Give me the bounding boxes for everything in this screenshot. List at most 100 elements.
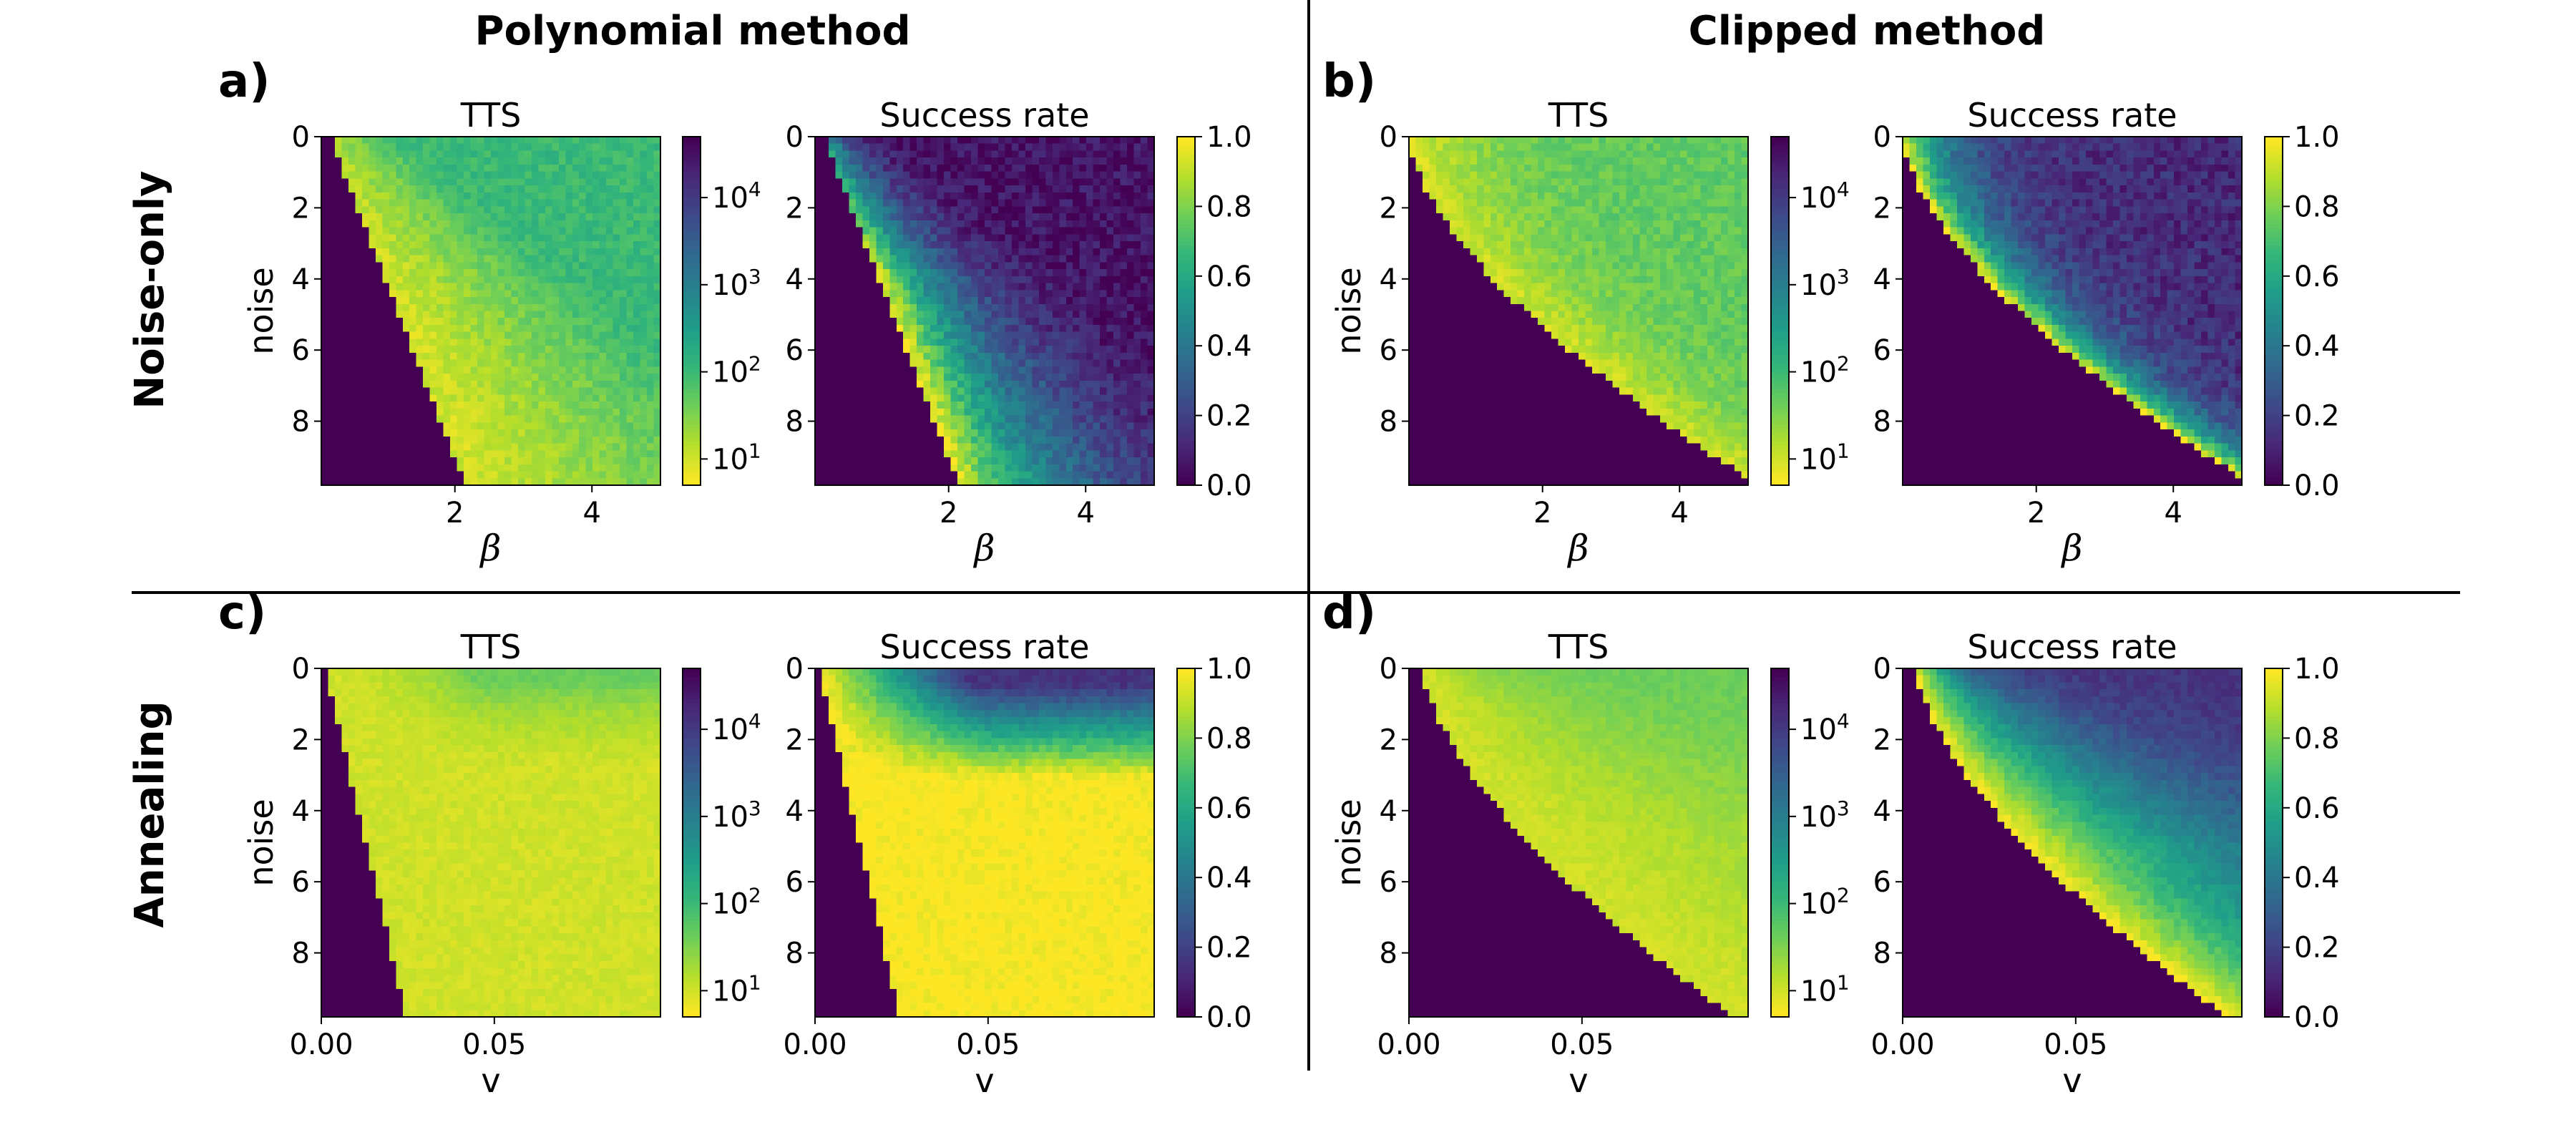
heatmap-cell	[484, 436, 492, 444]
heatmap-cell	[964, 178, 972, 186]
heatmap-cell	[950, 241, 958, 249]
heatmap-cell	[450, 324, 458, 333]
heatmap-cell	[1032, 283, 1040, 291]
heatmap-cell	[1038, 324, 1046, 333]
heatmap-cell	[882, 401, 890, 409]
heatmap-cell	[517, 464, 525, 472]
heatmap-cell	[977, 297, 985, 305]
heatmap-cell	[572, 450, 580, 458]
heatmap-cell	[606, 303, 614, 312]
heatmap-cell	[491, 157, 499, 165]
heatmap-cell	[1059, 387, 1067, 395]
heatmap-cell	[869, 150, 877, 158]
heatmap-cell	[613, 297, 620, 305]
heatmap-cell	[620, 366, 628, 374]
heatmap-cell	[464, 374, 472, 381]
heatmap-cell	[517, 408, 525, 416]
heatmap-cell	[389, 164, 396, 172]
heatmap-cell	[484, 401, 492, 409]
heatmap-cell	[964, 366, 972, 374]
heatmap-cell	[1038, 331, 1046, 340]
heatmap-cell	[592, 450, 600, 458]
heatmap-cell	[470, 255, 478, 263]
heatmap-cell	[423, 318, 431, 326]
heatmap-cell	[640, 241, 648, 249]
heatmap-cell	[348, 318, 356, 326]
heatmap-cell	[1120, 380, 1128, 389]
heatmap-cell	[1025, 192, 1033, 200]
heatmap-cell	[1120, 199, 1128, 207]
heatmap-cell	[416, 478, 424, 486]
heatmap-cell	[985, 346, 992, 354]
heatmap-cell	[436, 150, 444, 158]
heatmap-cell	[903, 359, 911, 368]
heatmap-cell	[328, 346, 336, 354]
heatmap-cell	[504, 199, 512, 207]
heatmap-cell	[348, 297, 356, 305]
heatmap-cell	[328, 137, 336, 145]
heatmap-cell	[525, 220, 532, 228]
heatmap-cell	[375, 401, 383, 409]
heatmap-cell	[606, 199, 614, 207]
heatmap-cell	[613, 234, 620, 242]
heatmap-cell	[321, 178, 329, 186]
heatmap-cell	[930, 241, 938, 249]
heatmap-cell	[1086, 401, 1094, 409]
heatmap-cell	[443, 464, 451, 472]
heatmap-cell	[903, 234, 911, 242]
heatmap-cell	[599, 157, 607, 165]
heatmap-cell	[620, 255, 628, 263]
heatmap-cell	[328, 290, 336, 298]
heatmap-cell	[862, 366, 870, 374]
heatmap-cell	[647, 408, 655, 416]
heatmap-cell	[640, 436, 648, 444]
heatmap-cell	[1113, 422, 1121, 430]
heatmap-cell	[1011, 262, 1019, 270]
heatmap-cell	[592, 137, 600, 145]
heatmap-cell	[579, 164, 587, 172]
heatmap-cell	[1005, 297, 1013, 305]
heatmap-cell	[647, 401, 655, 409]
heatmap-cell	[1005, 143, 1013, 152]
heatmap-cell	[862, 234, 870, 242]
heatmap-cell	[436, 206, 444, 214]
heatmap-cell	[565, 359, 573, 368]
heatmap-cell	[876, 199, 884, 207]
colorbar-segment	[683, 367, 701, 373]
heatmap-cell	[497, 234, 505, 242]
heatmap-cell	[1073, 450, 1080, 458]
heatmap-cell	[1106, 352, 1114, 361]
heatmap-cell	[1045, 269, 1053, 277]
heatmap-cell	[1113, 346, 1121, 354]
heatmap-cell	[849, 185, 857, 193]
heatmap-cell	[1120, 137, 1128, 145]
heatmap-cell	[321, 213, 329, 221]
heatmap-cell	[620, 311, 628, 318]
heatmap-cell	[971, 401, 979, 409]
heatmap-cell	[538, 269, 546, 277]
heatmap-cell	[409, 143, 417, 152]
heatmap-cell	[416, 374, 424, 381]
heatmap-cell	[491, 206, 499, 214]
heatmap-cell	[1120, 352, 1128, 361]
heatmap-cell	[1065, 157, 1073, 165]
heatmap-cell	[348, 443, 356, 451]
heatmap-cell	[869, 192, 877, 200]
heatmap-cell	[429, 387, 437, 395]
heatmap-cell	[585, 359, 593, 368]
heatmap-cell	[862, 283, 870, 291]
heatmap-cell	[545, 206, 552, 214]
heatmap-cell	[640, 178, 648, 186]
heatmap-cell	[835, 192, 843, 200]
heatmap-cell	[876, 415, 884, 423]
heatmap-cell	[862, 178, 870, 186]
heatmap-cell	[396, 248, 404, 256]
heatmap-cell	[1086, 283, 1094, 291]
heatmap-cell	[633, 255, 641, 263]
heatmap-cell	[606, 457, 614, 465]
heatmap-cell	[653, 269, 661, 277]
heatmap-cell	[477, 227, 485, 235]
heatmap-cell	[1079, 443, 1087, 451]
heatmap-cell	[1100, 352, 1108, 361]
heatmap-cell	[930, 185, 938, 193]
